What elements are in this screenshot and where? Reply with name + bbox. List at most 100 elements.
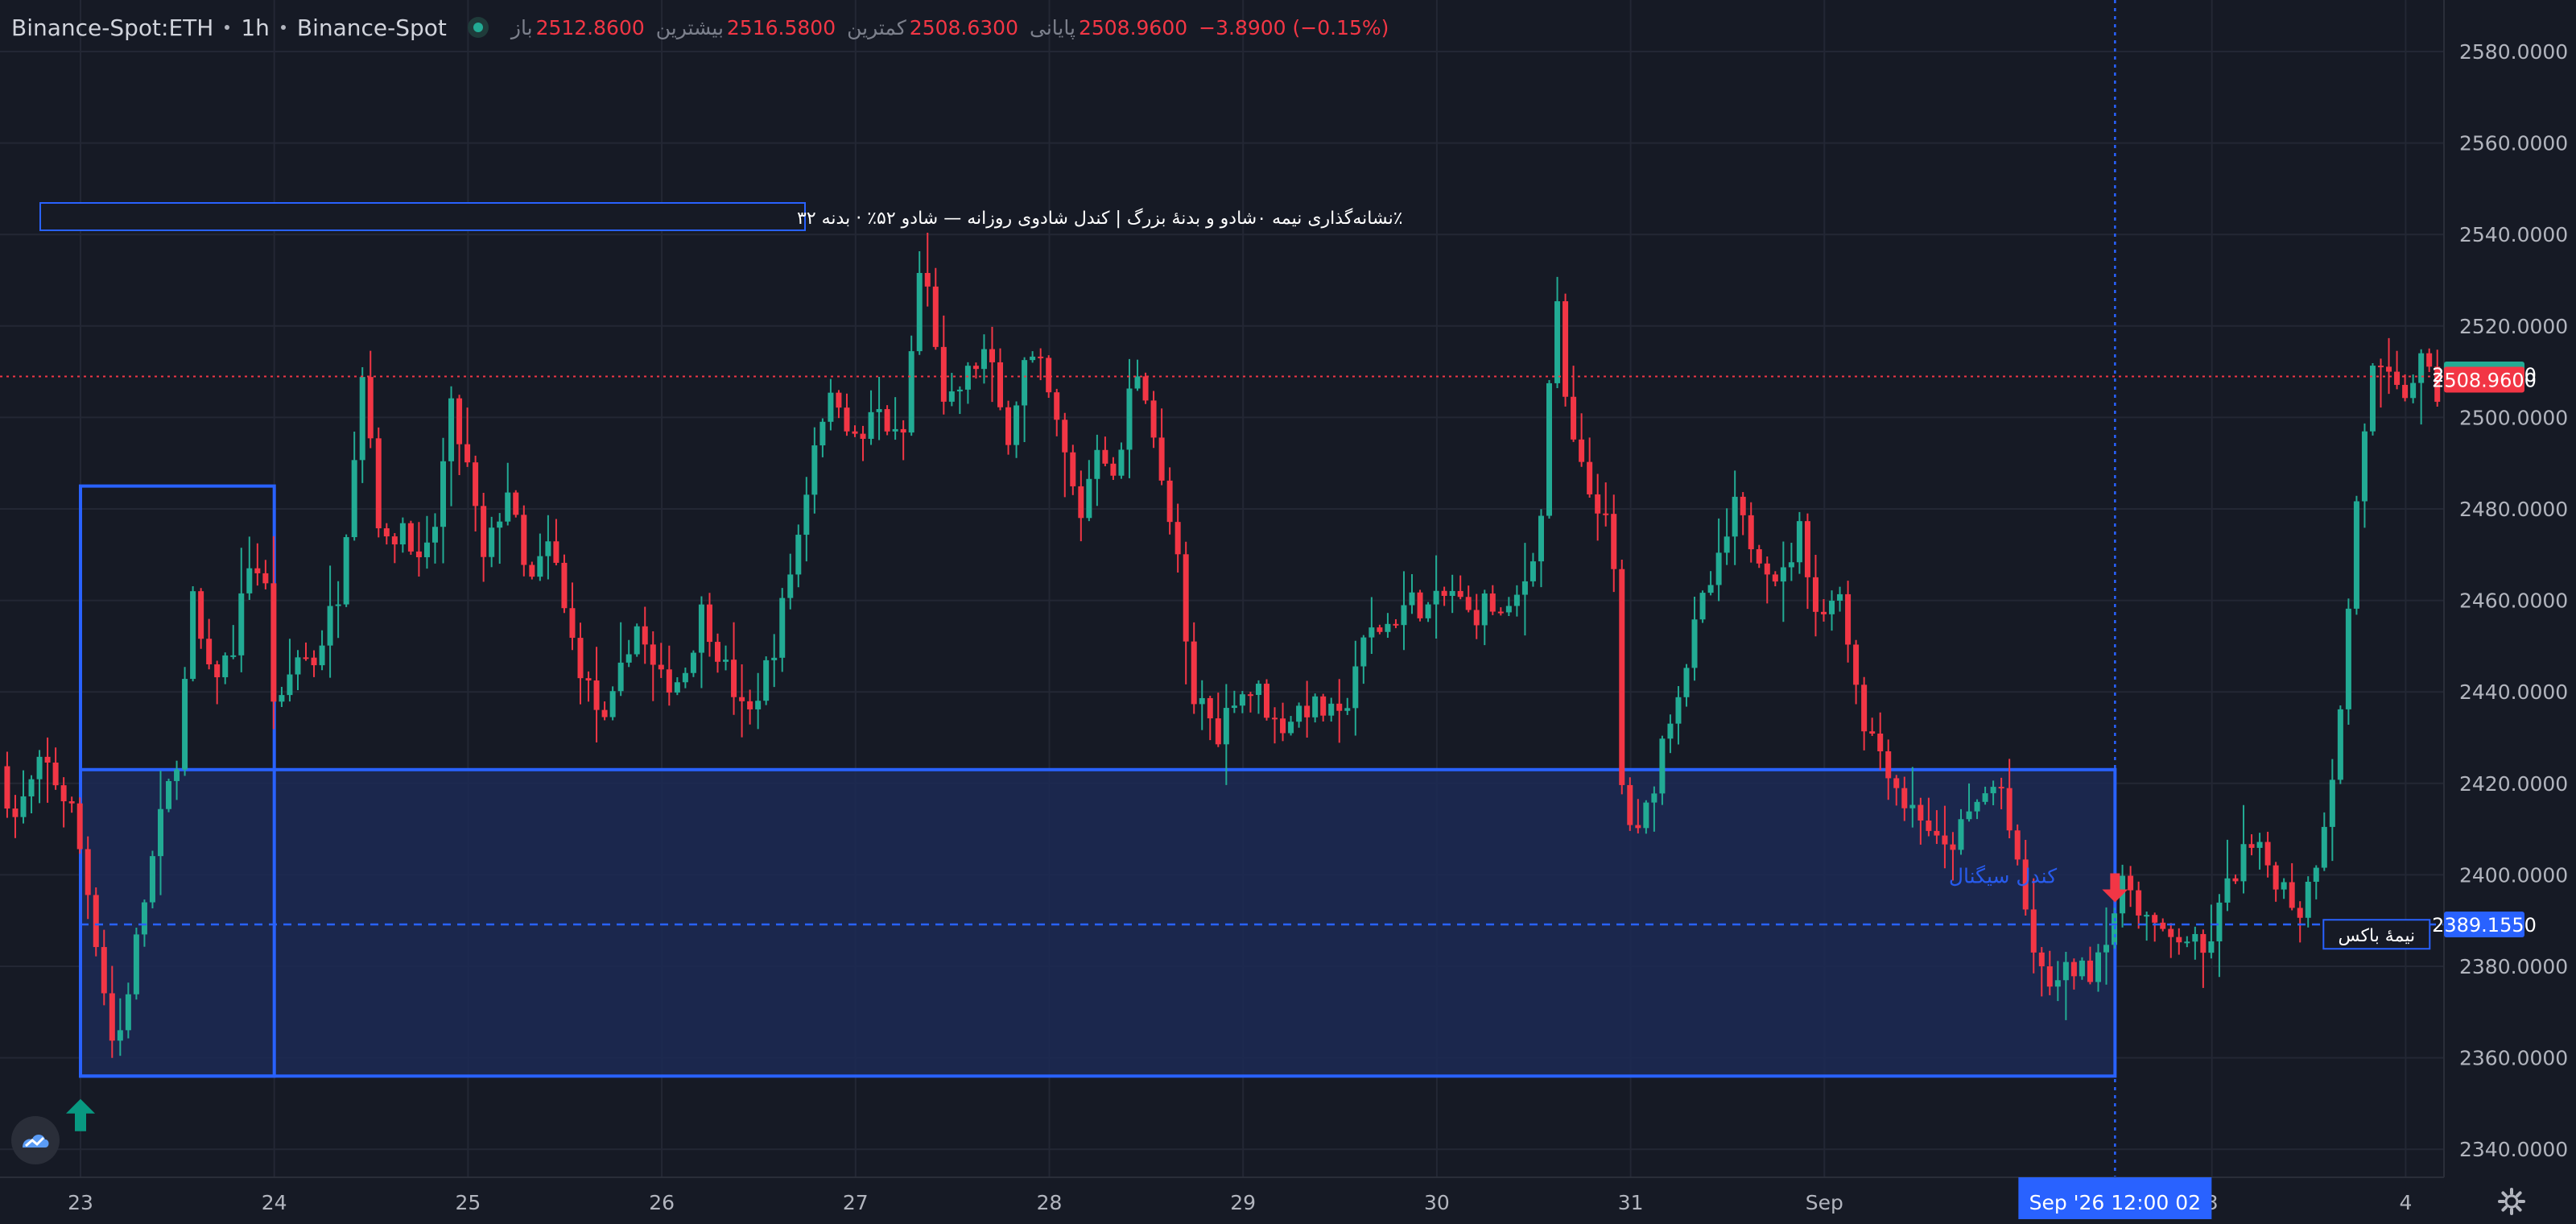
candle-body (2095, 952, 2101, 982)
candle-body (1934, 830, 1940, 836)
candle-body (246, 568, 253, 593)
candle-body (1683, 668, 1690, 697)
candle-body (1078, 486, 1084, 519)
candle-body (948, 391, 955, 402)
candle-body (1998, 787, 2004, 789)
candle-body (1812, 577, 1818, 612)
ohlc-high: بیشترین 2516.5800 (656, 16, 836, 39)
candle-body (1715, 552, 1722, 585)
interval-label[interactable]: 1h (241, 14, 270, 41)
candle-body (763, 660, 770, 701)
candle-body (311, 657, 317, 666)
ohlc-change: −3.8900 (−0.15%) (1199, 15, 1389, 39)
candle-body (585, 678, 592, 681)
settings-gear-icon[interactable] (2497, 1187, 2526, 1216)
candle-body (1990, 787, 1996, 794)
half-box-label: نیمهٔ باکس (2338, 926, 2415, 946)
candle-body (1054, 392, 1060, 420)
price-tag (2444, 911, 2524, 937)
candle-body (1409, 592, 1415, 606)
symbol-name[interactable]: Binance-Spot:ETH (11, 14, 214, 41)
candle-body (634, 626, 640, 655)
ohlc-open-value: 2512.8600 (535, 15, 645, 39)
candle-body (2337, 709, 2343, 780)
candle-body (141, 902, 147, 935)
candle-body (1966, 811, 1972, 820)
candle-body (1215, 718, 1221, 745)
candle-body (109, 993, 115, 1041)
candle-body (431, 527, 438, 543)
candle-body (1619, 569, 1625, 785)
candle-body (1861, 684, 1868, 732)
candle-body (1764, 563, 1770, 575)
candle-body (36, 756, 43, 779)
candle-body (2281, 882, 2287, 890)
candle-body (505, 492, 511, 522)
candle-body (1699, 593, 1706, 620)
candle-body (1288, 722, 1294, 734)
candle-body (1005, 407, 1012, 445)
candle-body (2224, 878, 2231, 903)
candle-body (335, 604, 341, 606)
candle-body (2329, 779, 2335, 827)
candle-body (1538, 515, 1544, 562)
candle-body (68, 801, 75, 804)
buy-signal-up-arrow-icon (66, 1098, 95, 1131)
candle-body (723, 660, 729, 662)
candle-body (1740, 496, 1746, 515)
time-tick-label: 28 (1037, 1191, 1063, 1214)
candle-body (448, 398, 455, 461)
candle-body (537, 556, 543, 577)
ohlc-close-value: 2508.9600 (1078, 15, 1188, 39)
candle-body (1183, 554, 1189, 642)
candle-body (2200, 933, 2207, 953)
market-status-icon[interactable] (467, 17, 489, 38)
price-tick-label: 2340.0000 (2459, 1138, 2568, 1161)
candle-body (2418, 353, 2425, 383)
candle-body (2394, 371, 2401, 385)
candle-body (819, 421, 826, 446)
candle-body (2087, 960, 2093, 982)
ohlc-low-label: کمترین (847, 15, 906, 39)
candle-body (682, 672, 688, 683)
candle-body (1667, 723, 1674, 739)
candle-body (1094, 449, 1100, 479)
candle-body (1748, 515, 1754, 550)
candle-body (117, 1030, 123, 1041)
candle-body (956, 389, 963, 392)
candle-body (1046, 358, 1052, 393)
candle-body (1110, 463, 1117, 476)
signal-candle-label: کندل سیگنال (1949, 864, 2057, 887)
candle-body (1134, 376, 1141, 389)
candle-body (1280, 718, 1286, 734)
candle-body (2426, 353, 2433, 367)
time-tick-label: 30 (1424, 1191, 1450, 1214)
candle-body (1272, 717, 1278, 720)
price-tick-label: 2520.0000 (2459, 315, 2568, 338)
candle-body (1796, 521, 1802, 563)
price-tick-label: 2560.0000 (2459, 132, 2568, 155)
candle-body (1950, 844, 1956, 850)
candle-body (2054, 980, 2061, 987)
candle-body (1296, 705, 1302, 722)
candle-body (980, 349, 987, 370)
candle-body (2321, 826, 2327, 868)
candle-body (2434, 366, 2441, 402)
candle-body (545, 541, 551, 556)
candle-body (1368, 627, 1375, 638)
candle-body (28, 779, 35, 796)
candle-body (1022, 360, 1028, 406)
candle-body (997, 362, 1004, 407)
candle-body (2289, 882, 2295, 908)
candle-body (1385, 623, 1391, 632)
candle-body (698, 604, 704, 653)
candle-body (1118, 449, 1125, 476)
candle-body (731, 660, 737, 697)
tradingview-logo-icon[interactable] (11, 1116, 60, 1164)
separator-dot (280, 25, 286, 30)
range-box (79, 484, 276, 1078)
candle-body (2378, 366, 2384, 368)
ohlc-low-value: 2508.6300 (909, 15, 1018, 39)
